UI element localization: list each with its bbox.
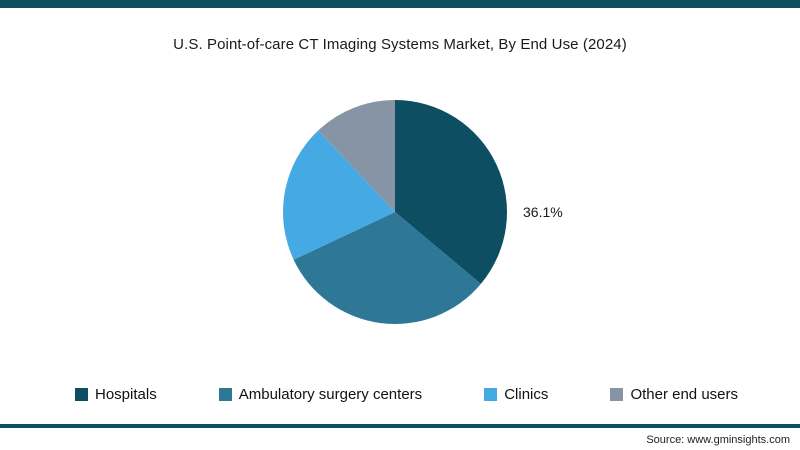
legend-item-ambulatory-surgery-centers: Ambulatory surgery centers [218,386,423,403]
pie-slice-ambulatory-surgery-centers [293,212,481,325]
legend-label-other-end-users: Other end users [630,386,738,403]
pie-slice-hospitals [395,100,508,284]
top-accent-bar [0,0,800,8]
pie-chart-svg [283,100,508,325]
legend-label-ambulatory-surgery-centers: Ambulatory surgery centers [238,386,423,403]
pie-slice-other-end-users [318,100,395,212]
legend-item-hospitals: Hospitals [75,386,157,403]
legend-label-hospitals: Hospitals [95,386,157,403]
legend-swatch-clinics [484,388,498,401]
pie-chart [280,97,510,327]
legend-label-clinics: Clinics [504,386,549,403]
bottom-accent-bar [0,424,800,428]
legend-item-other-end-users: Other end users [610,386,738,403]
legend-swatch-hospitals [75,388,88,401]
legend-item-clinics: Clinics [484,386,548,403]
hospitals-slice-data-label: 36.1% [523,204,563,220]
pie-slice-clinics [283,130,395,260]
legend: Hospitals Ambulatory surgery centers Cli… [75,386,738,403]
source-text: Source: www.gminsights.com [646,434,790,446]
legend-swatch-ambulatory-surgery-centers [218,388,232,401]
legend-swatch-other-end-users [610,388,624,401]
chart-title: U.S. Point-of-care CT Imaging Systems Ma… [173,36,627,53]
